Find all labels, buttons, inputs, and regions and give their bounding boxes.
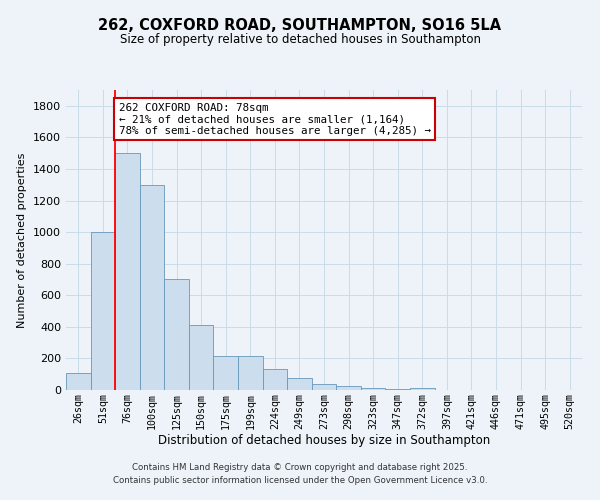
Text: Size of property relative to detached houses in Southampton: Size of property relative to detached ho…: [119, 32, 481, 46]
Text: Contains public sector information licensed under the Open Government Licence v3: Contains public sector information licen…: [113, 476, 487, 485]
Text: 262 COXFORD ROAD: 78sqm
← 21% of detached houses are smaller (1,164)
78% of semi: 262 COXFORD ROAD: 78sqm ← 21% of detache…: [119, 102, 431, 136]
Bar: [238, 356, 263, 390]
Text: 262, COXFORD ROAD, SOUTHAMPTON, SO16 5LA: 262, COXFORD ROAD, SOUTHAMPTON, SO16 5LA: [98, 18, 502, 32]
Bar: [336, 386, 361, 390]
Bar: [214, 356, 238, 390]
Bar: [410, 388, 434, 390]
Text: Contains HM Land Registry data © Crown copyright and database right 2025.: Contains HM Land Registry data © Crown c…: [132, 464, 468, 472]
Bar: [189, 326, 214, 390]
X-axis label: Distribution of detached houses by size in Southampton: Distribution of detached houses by size …: [158, 434, 490, 448]
Bar: [115, 153, 140, 390]
Bar: [66, 374, 91, 390]
Bar: [287, 378, 312, 390]
Bar: [385, 389, 410, 390]
Bar: [361, 388, 385, 390]
Bar: [91, 232, 115, 390]
Y-axis label: Number of detached properties: Number of detached properties: [17, 152, 28, 328]
Bar: [312, 384, 336, 390]
Bar: [140, 184, 164, 390]
Bar: [164, 280, 189, 390]
Bar: [263, 368, 287, 390]
